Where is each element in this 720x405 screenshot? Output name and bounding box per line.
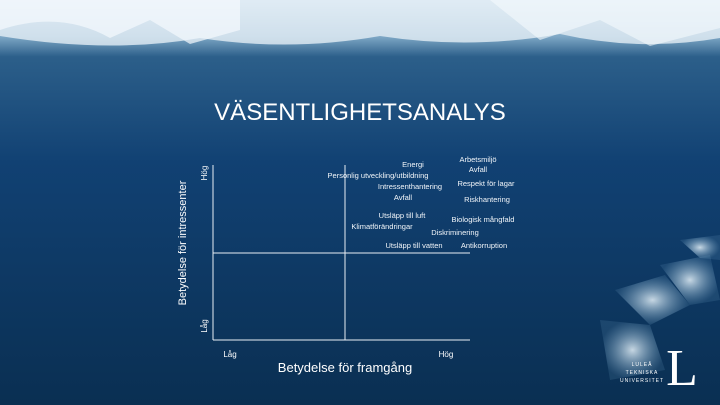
item: Utsläpp till luft [379,211,427,220]
item: Respekt för lagar [457,179,515,188]
item: Antikorruption [461,241,507,250]
ice-cubes [600,235,720,380]
item: Utsläpp till vatten [385,241,442,250]
logo-text: LULEÅ [632,361,653,368]
ice-top [490,0,720,46]
logo: L LULEÅ TEKNISKA UNIVERSITET [620,340,698,397]
item: Personlig utveckling/utbildning [328,171,429,180]
item: Energi [402,160,424,169]
x-low: Låg [223,350,236,359]
item: Arbetsmiljö [459,155,496,164]
y-high: Hög [200,166,209,181]
item: Avfall [394,193,413,202]
matrix-lines [212,165,470,341]
items: Arbetsmiljö Energi Avfall Personlig utve… [328,155,516,250]
ice-top [0,0,240,44]
item: Biologisk mångfald [452,215,515,224]
item: Klimatförändringar [351,222,413,231]
item: Intressenthantering [378,182,442,191]
item: Diskriminering [431,228,479,237]
logo-mark: L [666,340,698,397]
y-low: Låg [200,319,209,332]
x-high: Hög [439,350,454,359]
item: Riskhantering [464,195,510,204]
item: Avfall [469,165,488,174]
y-axis-label: Betydelse för intressenter [177,180,189,305]
title: VÄSENTLIGHETSANALYS [214,99,506,126]
x-axis-label: Betydelse för framgång [278,360,412,375]
logo-text: TEKNISKA [626,370,659,376]
logo-text: UNIVERSITET [620,378,664,384]
